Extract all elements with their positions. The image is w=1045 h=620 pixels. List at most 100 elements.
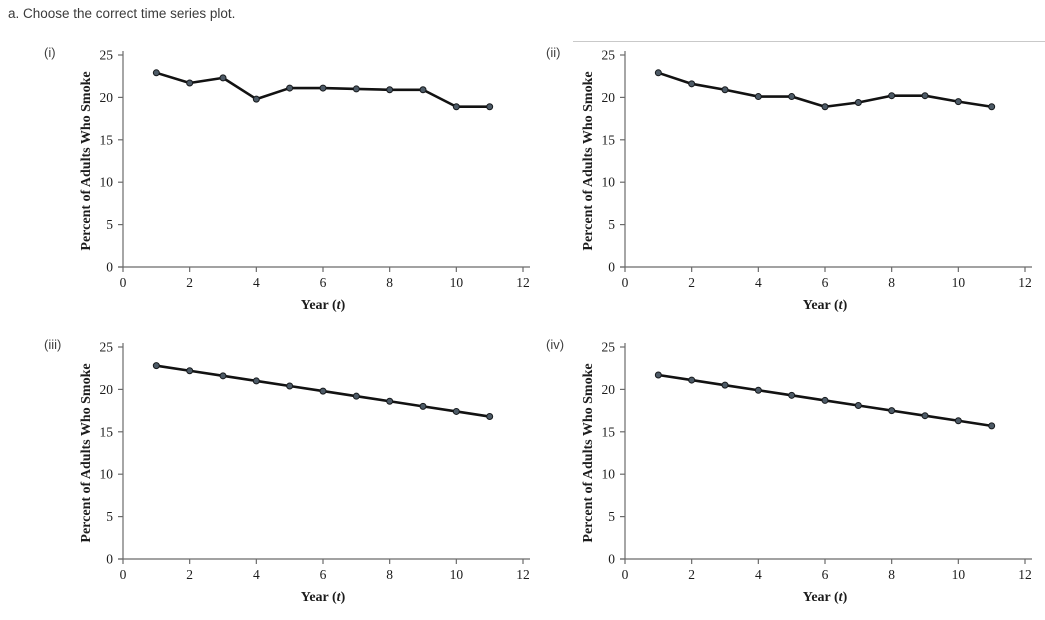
x-tick-label: 2: [186, 275, 193, 290]
y-tick-label: 0: [608, 552, 615, 567]
x-tick-label: 12: [1018, 567, 1032, 582]
x-tick-label: 6: [822, 567, 829, 582]
time-series-chart-ii: 0 5 10 15 20 25 0 2 4 6 8 10 12 Year (t) Percent of Ad…: [581, 48, 1032, 313]
x-axis-title: Year (t): [301, 590, 346, 605]
y-tick-label: 20: [100, 90, 114, 105]
x-tick-label: 4: [755, 275, 762, 290]
data-point-marker: [252, 95, 260, 103]
chart-panel-iii: (iii) 0 5 10 15 20 25 0 2 4 6 8 10 12 Year (t) Percent…: [38, 330, 543, 620]
y-tick-label: 15: [602, 424, 616, 439]
x-tick-label: 8: [888, 567, 895, 582]
y-tick-label: 10: [100, 467, 114, 482]
x-tick-label: 12: [516, 275, 530, 290]
data-point-marker: [219, 74, 227, 82]
y-tick-label: 15: [100, 132, 114, 147]
x-tick-label: 6: [320, 567, 327, 582]
y-tick-label: 10: [100, 175, 114, 190]
y-tick-label: 20: [100, 382, 114, 397]
y-axis-title: Percent of Adults Who Smoke: [79, 363, 94, 542]
x-tick-label: 10: [952, 275, 966, 290]
data-point-marker: [754, 93, 762, 101]
x-tick-label: 0: [622, 567, 629, 582]
y-tick-label: 5: [608, 217, 615, 232]
y-tick-label: 0: [106, 552, 113, 567]
data-point-marker: [352, 392, 360, 400]
x-tick-label: 0: [622, 275, 629, 290]
chart-label-iv: (iv): [546, 337, 565, 352]
top-divider-line: [573, 41, 1045, 42]
y-tick-label: 20: [602, 382, 616, 397]
chart-panel-iv: (iv) 0 5 10 15 20 25 0 2 4 6 8 10 12 Year (t) Percent …: [540, 330, 1045, 620]
data-point-marker: [688, 80, 696, 88]
y-tick-label: 20: [602, 90, 616, 105]
data-point-marker: [888, 407, 896, 415]
time-series-chart-iv: 0 5 10 15 20 25 0 2 4 6 8 10 12 Year (t) Percent of Ad…: [581, 340, 1032, 605]
x-tick-label: 0: [120, 275, 127, 290]
data-point-marker: [252, 377, 260, 385]
data-point-marker: [319, 84, 327, 92]
data-point-marker: [152, 69, 160, 77]
y-tick-label: 10: [602, 175, 616, 190]
data-point-marker: [988, 422, 996, 430]
chart-label-iii: (iii): [44, 337, 62, 352]
x-tick-label: 4: [253, 275, 260, 290]
data-point-marker: [452, 407, 460, 415]
data-point-marker: [721, 86, 729, 94]
y-tick-label: 5: [106, 217, 113, 232]
y-tick-label: 25: [100, 340, 114, 355]
x-tick-label: 10: [450, 275, 464, 290]
data-point-marker: [386, 397, 394, 405]
chart-panel-ii: (ii) 0 5 10 15 20 25 0 2 4 6 8 10 12 Year (t) Percent …: [540, 38, 1045, 328]
series-line: [657, 71, 993, 109]
y-tick-label: 0: [608, 260, 615, 275]
y-tick-label: 0: [106, 260, 113, 275]
x-tick-label: 0: [120, 567, 127, 582]
data-point-marker: [788, 391, 796, 399]
x-tick-label: 12: [1018, 275, 1032, 290]
data-point-marker: [186, 367, 194, 375]
data-point-marker: [152, 362, 160, 370]
y-tick-label: 25: [602, 340, 616, 355]
data-point-marker: [452, 103, 460, 111]
x-tick-label: 12: [516, 567, 530, 582]
data-point-marker: [921, 412, 929, 420]
x-tick-label: 10: [952, 567, 966, 582]
data-point-marker: [186, 79, 194, 87]
x-tick-label: 8: [386, 275, 393, 290]
y-tick-label: 25: [100, 48, 114, 63]
y-axis-title: Percent of Adults Who Smoke: [581, 71, 596, 250]
x-tick-label: 6: [822, 275, 829, 290]
x-tick-label: 4: [253, 567, 260, 582]
question-text: a. Choose the correct time series plot.: [8, 6, 236, 21]
x-axis-title: Year (t): [803, 590, 848, 605]
chart-label-i: (i): [44, 45, 56, 60]
x-tick-label: 2: [186, 567, 193, 582]
x-tick-label: 8: [888, 275, 895, 290]
y-tick-label: 25: [602, 48, 616, 63]
data-point-marker: [319, 387, 327, 395]
data-point-marker: [821, 103, 829, 111]
data-point-marker: [419, 86, 427, 94]
x-axis-title: Year (t): [803, 298, 848, 313]
data-point-marker: [286, 382, 294, 390]
y-axis-title: Percent of Adults Who Smoke: [79, 71, 94, 250]
data-point-marker: [352, 85, 360, 93]
x-tick-label: 2: [688, 275, 695, 290]
data-point-marker: [286, 84, 294, 92]
data-point-marker: [954, 417, 962, 425]
data-point-marker: [954, 98, 962, 106]
data-point-marker: [888, 92, 896, 100]
time-series-chart-iii: 0 5 10 15 20 25 0 2 4 6 8 10 12 Year (t) Percent of Ad…: [79, 340, 530, 605]
data-point-marker: [386, 86, 394, 94]
x-tick-label: 4: [755, 567, 762, 582]
data-point-marker: [654, 69, 662, 77]
data-point-marker: [854, 98, 862, 106]
y-tick-label: 5: [106, 509, 113, 524]
chart-panel-i: (i) 0 5 10 15 20 25 0 2 4 6 8 10 12 Year (t) Percent o…: [38, 38, 543, 328]
time-series-chart-i: 0 5 10 15 20 25 0 2 4 6 8 10 12 Year (t) Percent of Ad…: [79, 48, 530, 313]
data-point-marker: [654, 371, 662, 379]
data-point-marker: [821, 396, 829, 404]
x-tick-label: 2: [688, 567, 695, 582]
data-point-marker: [854, 402, 862, 410]
y-tick-label: 10: [602, 467, 616, 482]
